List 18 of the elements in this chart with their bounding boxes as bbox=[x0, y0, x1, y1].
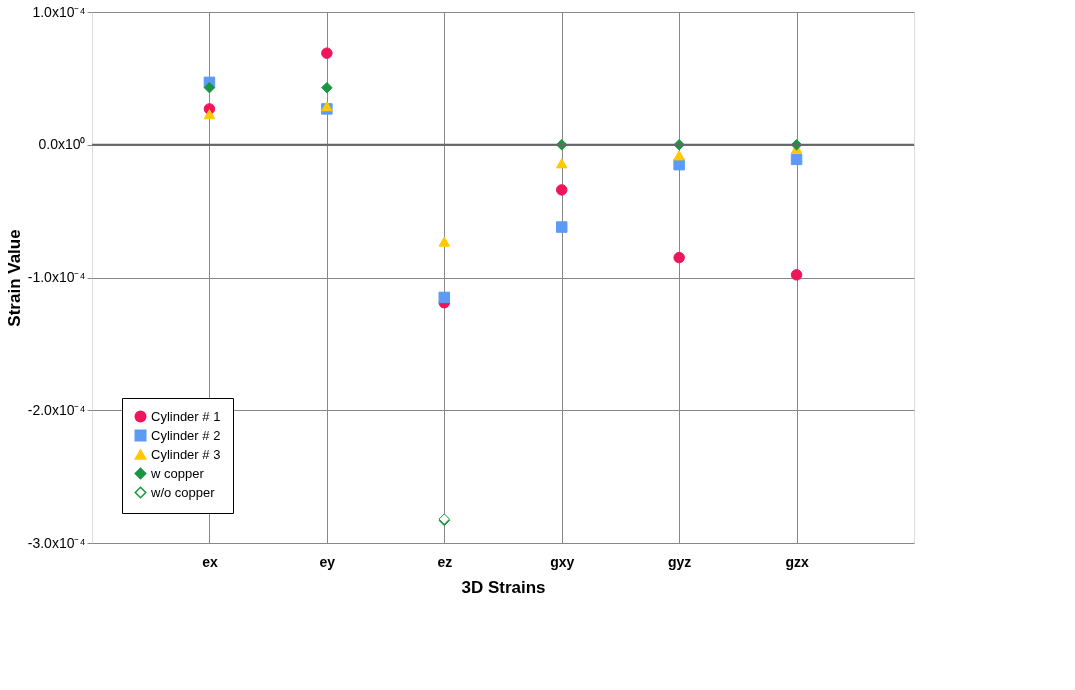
x-tick-label: gxy bbox=[550, 553, 575, 570]
y-tick-label: -3.0x10⁻⁴ bbox=[27, 534, 86, 551]
x-tick-label: gyz bbox=[667, 553, 692, 570]
legend-label: w/o copper bbox=[150, 484, 216, 500]
legend-label: Cylinder # 1 bbox=[151, 408, 221, 424]
x-axis-title: 3D Strains bbox=[461, 577, 546, 597]
x-tick-label: ey bbox=[319, 553, 336, 570]
y-tick-label: -1.0x10⁻⁴ bbox=[27, 269, 86, 285]
legend-label: Cylinder # 2 bbox=[151, 427, 221, 443]
x-tick-label: ez bbox=[437, 553, 453, 570]
y-axis-title: Strain Value bbox=[4, 229, 24, 327]
legend-label: Cylinder # 3 bbox=[151, 446, 221, 462]
y-tick-label: 1.0x10⁻⁴ bbox=[32, 3, 86, 20]
y-tick-label: 0.0x10⁰ bbox=[38, 136, 86, 153]
x-tick-label: gzx bbox=[785, 553, 809, 570]
x-tick-label: ex bbox=[202, 553, 218, 570]
legend-label: w copper bbox=[150, 465, 205, 481]
y-tick-label: -2.0x10⁻⁴ bbox=[27, 401, 86, 418]
